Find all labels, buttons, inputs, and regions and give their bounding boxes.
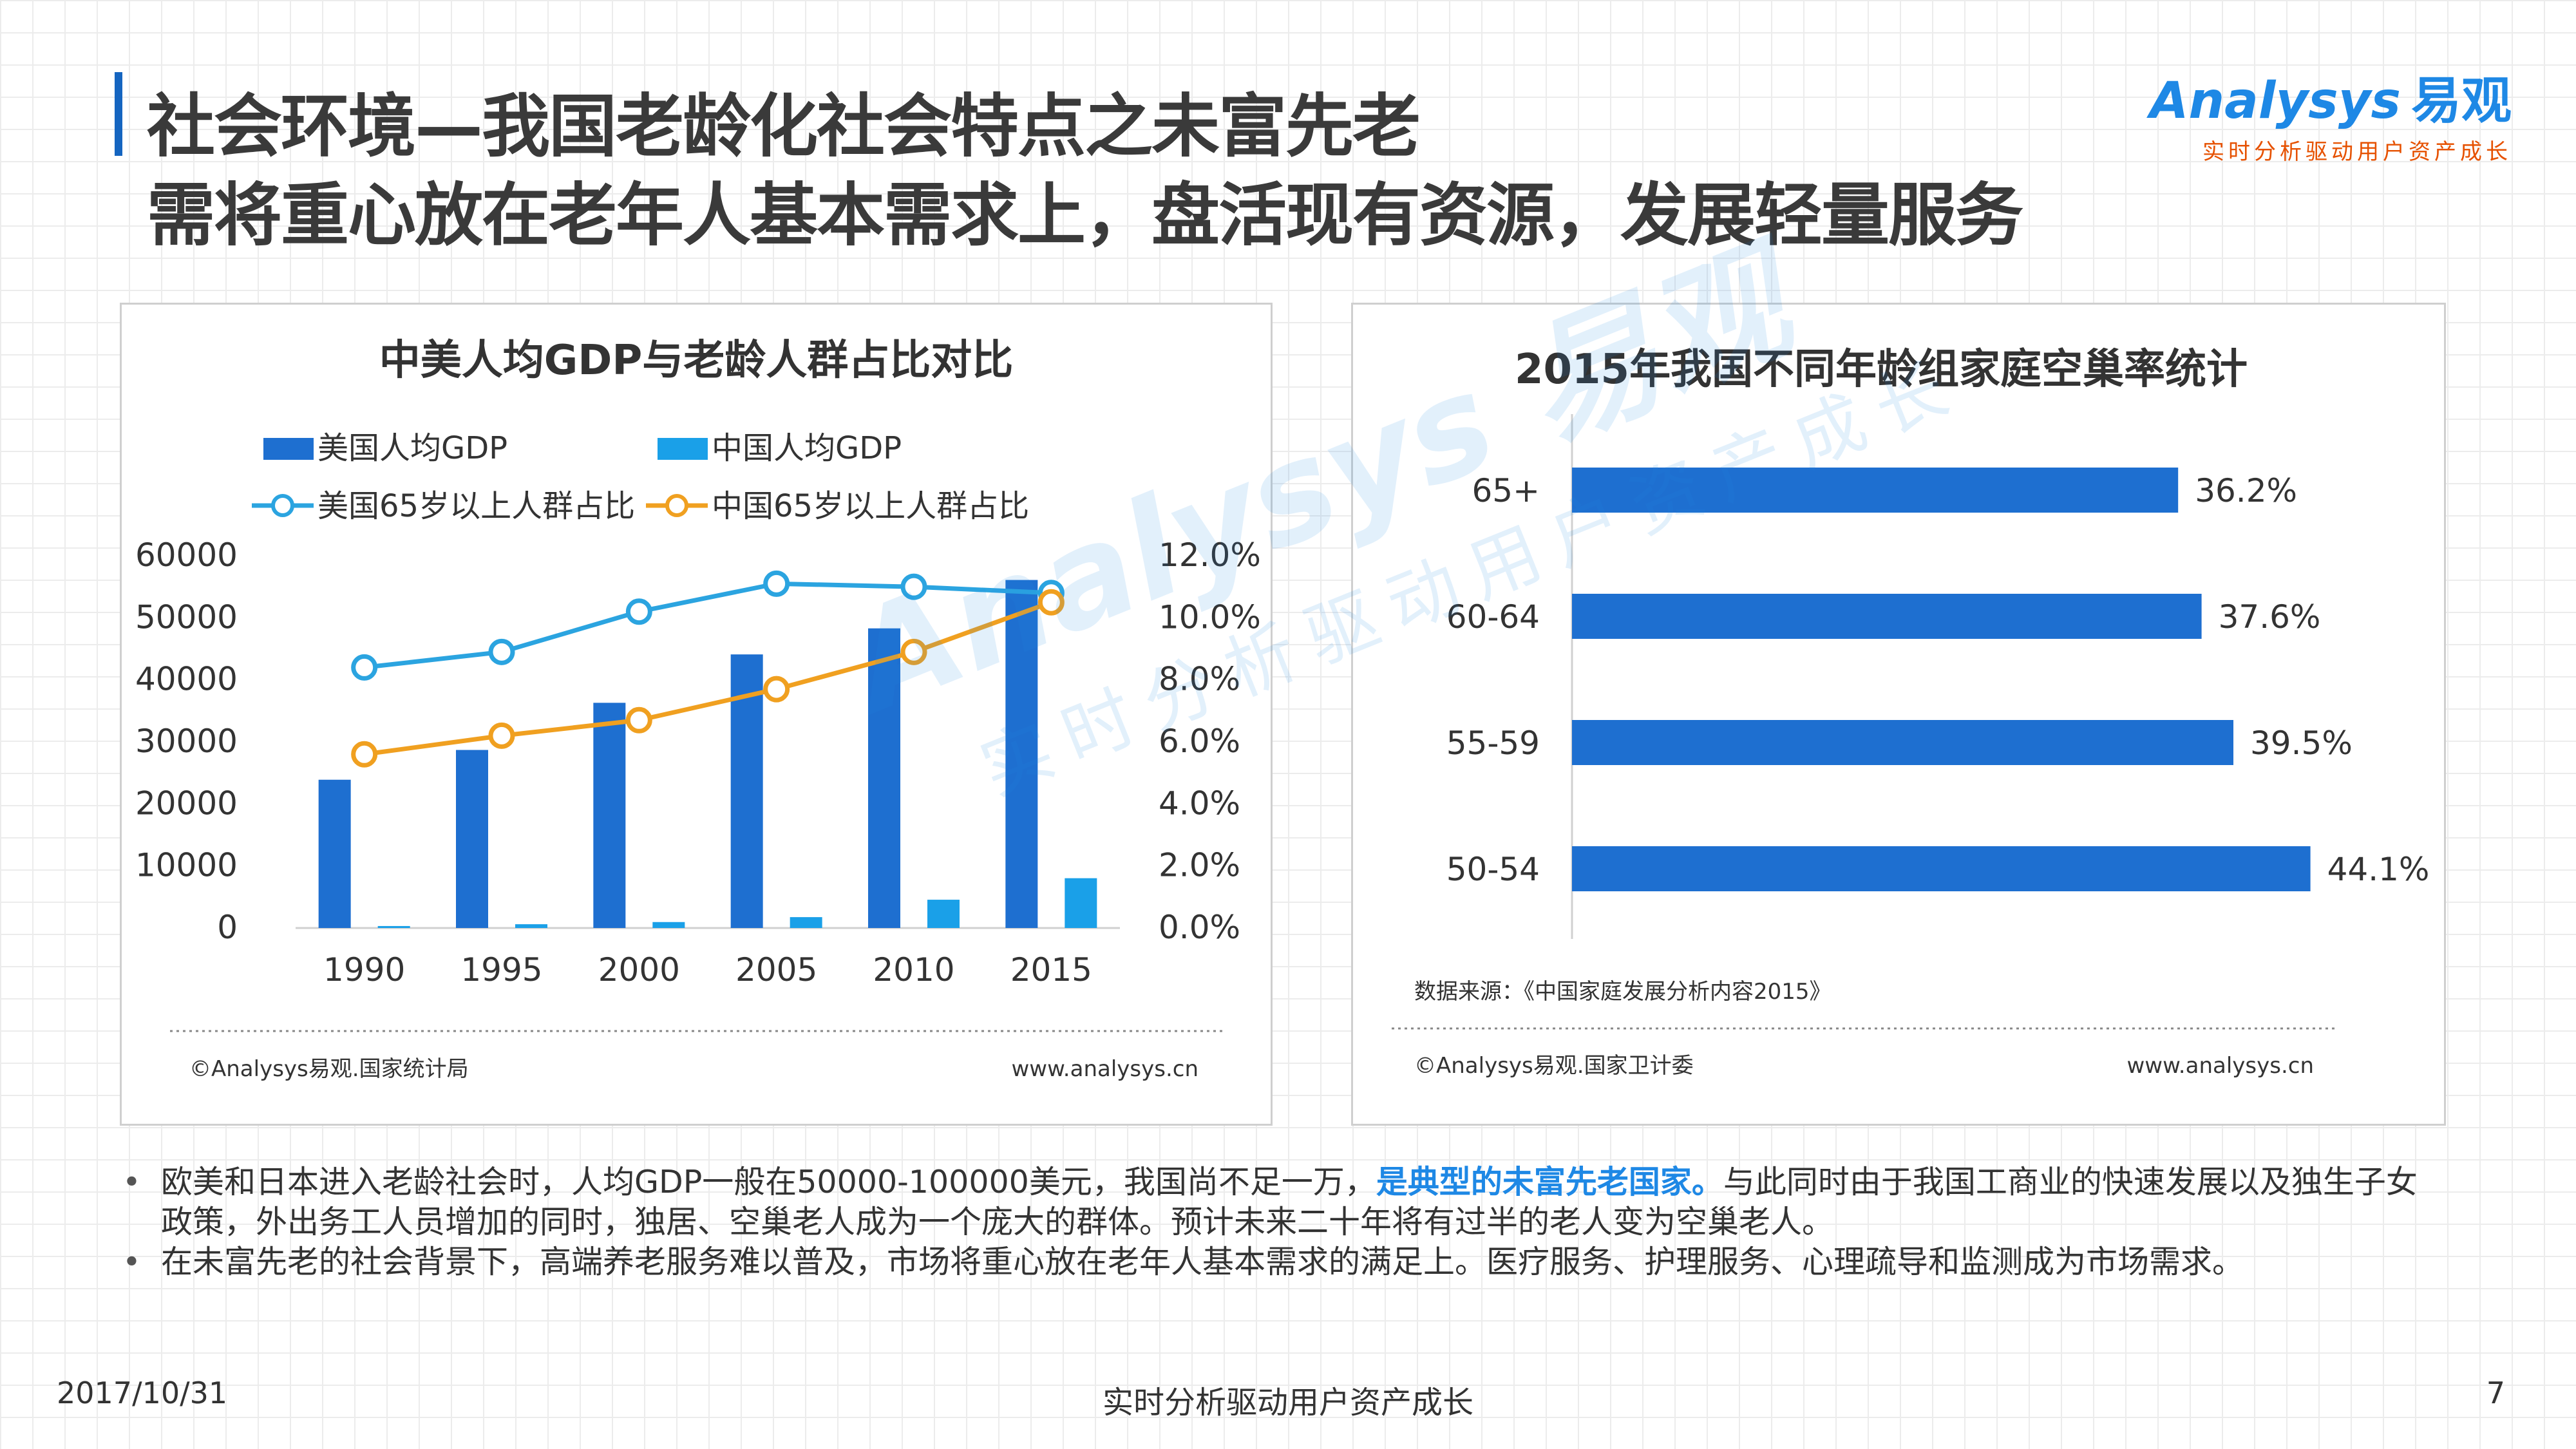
empty-nest-bar	[1572, 468, 2179, 513]
china-gdp-bar	[927, 900, 960, 928]
usa-aging-point	[351, 654, 378, 681]
legend-marker	[665, 494, 688, 517]
y-right-tick-label: 12.0%	[1159, 536, 1261, 574]
china-gdp-bar	[377, 925, 410, 928]
y-left-tick-label: 60000	[135, 536, 238, 574]
footer-date: 2017/10/31	[57, 1376, 228, 1410]
china-aging-point	[763, 676, 790, 703]
empty-nest-bar	[1572, 594, 2202, 639]
usa-aging-line	[364, 581, 1052, 670]
analysys-logo: Analysys 易观 实时分析驱动用户资产成长	[2150, 61, 2512, 166]
y-left-tick-label: 20000	[135, 784, 238, 822]
page-title-line-2: 需将重心放在老年人基本需求上，盘活现有资源，发展轻量服务	[147, 176, 2023, 255]
x-tick-label: 1990	[323, 951, 405, 989]
y-left-tick-label: 40000	[135, 661, 238, 698]
chart1-legend: 美国人均GDP 中国人均GDP 美国65岁以上人群占比 中国65岁以上人群占比	[252, 430, 1029, 524]
legend-label: 中国人均GDP	[712, 430, 902, 466]
empty-nest-bar	[1572, 720, 2233, 765]
bullet-2-text: 在未富先老的社会背景下，高端养老服务难以普及，市场将重心放在老年人基本需求的满足…	[161, 1244, 2244, 1280]
china-aging-point	[625, 706, 652, 734]
chart1-title: 中美人均GDP与老龄人群占比对比	[379, 337, 1014, 384]
y-left-tick-label: 10000	[135, 847, 238, 884]
china-gdp-bar	[652, 922, 685, 928]
logo-brand: Analysys	[2150, 72, 2401, 130]
gdp-aging-chart: 中美人均GDP与老龄人群占比对比 美国人均GDP 中国人均GDP 美国65岁以上人群…	[135, 337, 1261, 1082]
china-aging-line	[364, 600, 1052, 757]
usa-aging-point	[900, 573, 927, 600]
china-aging-point	[488, 722, 515, 749]
legend-label: 中国65岁以上人群占比	[712, 488, 1029, 524]
bullet-1-rest: 与此同时由于我国工商业的快速发展以及独生子女政策，外出务工人员增加的同时，独居、…	[161, 1164, 2418, 1240]
x-tick-label: 1995	[460, 951, 542, 989]
usa-gdp-bar	[456, 750, 488, 928]
page-title-line-1: 社会环境—我国老龄化社会特点之未富先老	[147, 87, 1421, 166]
value-label: 37.6%	[2219, 598, 2321, 636]
usa-gdp-bar	[318, 779, 351, 928]
legend-marker	[271, 494, 294, 517]
bullet-1-text: 欧美和日本进入老龄社会时，人均GDP一般在50000-100000美元，我国尚不…	[161, 1164, 1376, 1200]
x-tick-label: 2015	[1010, 951, 1092, 989]
empty-nest-chart: 2015年我国不同年龄组家庭空巢率统计 65+ 36.2% 60-64 37.6% 55…	[1392, 346, 2430, 1079]
x-tick-label: 2010	[873, 951, 954, 989]
logo-tagline: 实时分析驱动用户资产成长	[2202, 139, 2512, 165]
chart2-data-source: 数据来源：《中国家庭发展分析内容2015》	[1414, 979, 1832, 1005]
usa-gdp-bar	[868, 628, 900, 928]
usa-gdp-bar	[1005, 580, 1038, 928]
gdp-aging-chart-panel: 中美人均GDP与老龄人群占比对比 美国人均GDP 中国人均GDP 美国65岁以上人群…	[120, 303, 1273, 1126]
y-right-tick-label: 2.0%	[1159, 847, 1240, 884]
china-aging-point	[351, 741, 378, 768]
chart2-url: www.analysys.cn	[2127, 1053, 2315, 1079]
china-gdp-bar	[1065, 878, 1097, 928]
chart1-source: ©Analysys易观.国家统计局	[189, 1056, 469, 1082]
category-label: 60-64	[1446, 598, 1540, 636]
y-right-tick-label: 4.0%	[1159, 784, 1240, 822]
china-gdp-bar	[790, 917, 822, 928]
bullet-item: 欧美和日本进入老龄社会时，人均GDP一般在50000-100000美元，我国尚不…	[122, 1162, 2441, 1242]
y-left-tick-label: 30000	[135, 723, 238, 760]
china-aging-point	[900, 638, 927, 665]
legend-swatch	[263, 438, 314, 460]
value-label: 44.1%	[2327, 851, 2430, 888]
chart2-title: 2015年我国不同年龄组家庭空巢率统计	[1515, 346, 2248, 393]
chart2-source: ©Analysys易观.国家卫计委	[1414, 1053, 1694, 1079]
x-tick-label: 2000	[598, 951, 680, 989]
y-left-tick-label: 50000	[135, 598, 238, 636]
legend-label: 美国65岁以上人群占比	[317, 488, 635, 524]
category-label: 55-59	[1446, 724, 1540, 762]
summary-bullets: 欧美和日本进入老龄社会时，人均GDP一般在50000-100000美元，我国尚不…	[122, 1162, 2441, 1282]
empty-nest-chart-panel: 2015年我国不同年龄组家庭空巢率统计 65+ 36.2% 60-64 37.6% 55…	[1351, 303, 2446, 1126]
title-accent-bar	[115, 72, 122, 156]
y-right-tick-label: 8.0%	[1159, 661, 1240, 698]
usa-aging-point	[488, 638, 515, 665]
y-left-tick-label: 0	[217, 909, 238, 946]
china-gdp-bar	[515, 924, 547, 928]
value-label: 39.5%	[2250, 724, 2353, 762]
legend-swatch	[658, 438, 708, 460]
legend-label: 美国人均GDP	[317, 430, 507, 466]
usa-gdp-bar	[593, 703, 626, 928]
value-label: 36.2%	[2195, 472, 2297, 509]
chart1-url: www.analysys.cn	[1012, 1056, 1199, 1082]
y-right-tick-label: 0.0%	[1159, 909, 1240, 946]
page-number: 7	[2486, 1376, 2505, 1410]
empty-nest-bar	[1572, 846, 2311, 891]
y-right-tick-label: 10.0%	[1159, 598, 1261, 636]
china-aging-point	[1037, 589, 1065, 616]
usa-aging-point	[763, 570, 790, 597]
bullet-1-highlight: 是典型的未富先老国家。	[1376, 1164, 1723, 1200]
category-label: 50-54	[1446, 851, 1540, 888]
footer-tagline: 实时分析驱动用户资产成长	[1102, 1385, 1473, 1421]
logo-brand-cn: 易观	[2410, 72, 2512, 130]
x-tick-label: 2005	[735, 951, 817, 989]
y-right-tick-label: 6.0%	[1159, 723, 1240, 760]
usa-aging-point	[625, 598, 652, 625]
category-label: 65+	[1472, 472, 1540, 509]
bullet-item: 在未富先老的社会背景下，高端养老服务难以普及，市场将重心放在老年人基本需求的满足…	[122, 1242, 2441, 1282]
